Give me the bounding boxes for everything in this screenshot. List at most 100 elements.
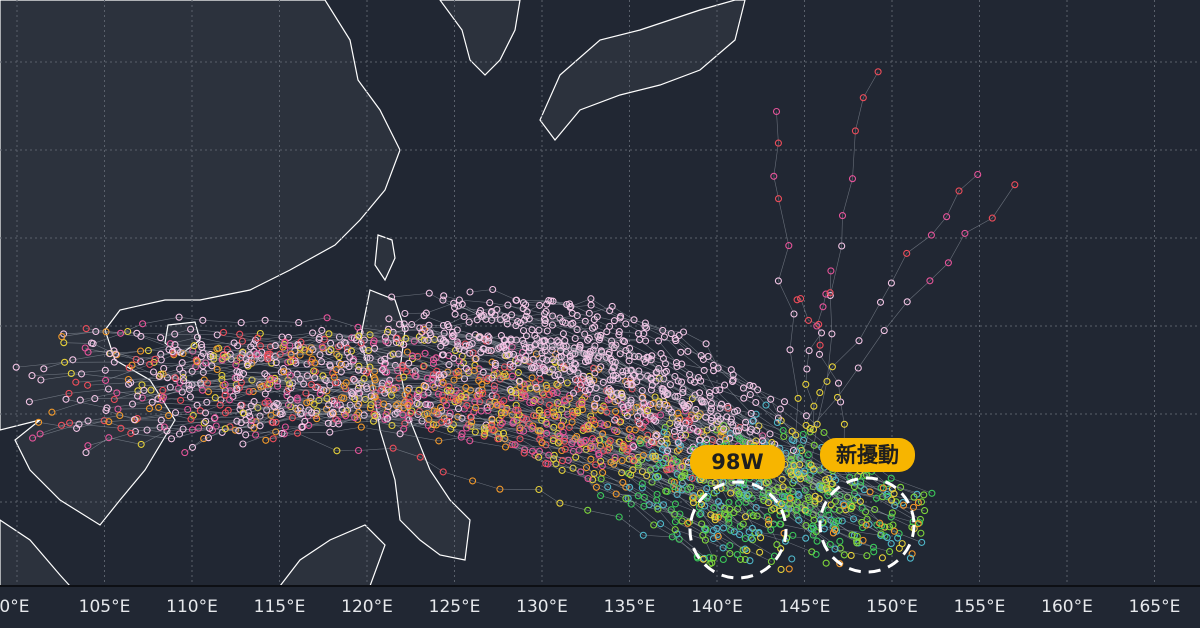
track-point xyxy=(337,360,346,368)
track-point xyxy=(646,466,655,474)
track-point xyxy=(264,355,272,363)
track-point xyxy=(725,498,733,506)
track-point xyxy=(354,323,362,331)
track-point xyxy=(213,365,221,374)
track-point xyxy=(535,485,543,494)
track-point xyxy=(767,395,775,403)
track-point xyxy=(254,334,262,342)
x-tick-label: 125°E xyxy=(429,597,481,617)
track-point xyxy=(105,434,113,442)
track-point xyxy=(599,469,607,477)
track-line xyxy=(160,345,775,557)
track-point xyxy=(528,424,536,432)
track-point xyxy=(149,368,158,376)
track-point xyxy=(829,517,837,526)
track-point xyxy=(381,389,389,397)
track-point xyxy=(648,478,656,486)
track-point xyxy=(827,267,835,275)
track-point xyxy=(679,389,687,397)
track-point xyxy=(618,390,626,398)
track-point xyxy=(584,506,592,514)
track-point xyxy=(819,482,827,490)
track-point xyxy=(813,420,821,428)
track-point xyxy=(466,437,474,445)
track-point xyxy=(327,346,335,354)
track-point xyxy=(165,346,173,354)
track-point xyxy=(612,490,620,498)
track-point xyxy=(463,424,471,432)
track-point xyxy=(66,419,74,427)
track-point xyxy=(762,401,770,409)
track-point xyxy=(788,555,796,563)
track-point xyxy=(906,554,914,562)
track-point xyxy=(248,416,256,425)
track-point xyxy=(100,417,108,425)
x-tick-label: 115°E xyxy=(254,597,306,617)
track-point xyxy=(578,406,587,414)
track-point xyxy=(381,333,389,341)
track-point xyxy=(37,376,45,384)
track-point xyxy=(804,508,812,516)
track-point xyxy=(364,346,373,355)
track-point xyxy=(493,401,501,409)
track-point xyxy=(349,390,357,398)
track-point xyxy=(216,401,224,409)
track-line xyxy=(480,300,833,471)
track-point xyxy=(702,340,710,348)
track-point xyxy=(295,319,303,327)
track-point xyxy=(723,413,731,421)
track-point xyxy=(622,494,630,503)
track-point xyxy=(606,322,614,330)
track-point xyxy=(848,175,857,183)
track-point xyxy=(720,425,728,433)
track-point xyxy=(333,447,341,455)
track-point xyxy=(854,364,862,372)
track-point xyxy=(714,532,722,541)
track-point xyxy=(137,332,145,340)
track-point xyxy=(516,382,524,391)
track-point xyxy=(881,523,889,531)
track-point xyxy=(233,417,241,425)
track-point xyxy=(448,328,457,336)
track-line xyxy=(38,420,705,559)
track-point xyxy=(102,376,110,384)
track-point xyxy=(226,396,234,404)
track-point xyxy=(726,550,734,558)
track-point xyxy=(625,357,633,365)
track-point xyxy=(619,478,627,486)
track-point xyxy=(380,400,388,408)
track-line xyxy=(385,312,701,480)
x-tick-label: 130°E xyxy=(516,597,568,617)
track-point xyxy=(671,518,679,526)
track-point xyxy=(466,288,474,296)
x-tick-label: 150°E xyxy=(866,597,918,617)
track-point xyxy=(780,398,789,406)
track-point xyxy=(67,369,75,378)
track-point xyxy=(650,521,658,529)
track-point xyxy=(473,316,481,324)
track-point xyxy=(198,386,207,394)
track-point xyxy=(423,409,431,418)
track-point xyxy=(484,332,492,340)
track-point xyxy=(288,414,296,422)
track-point xyxy=(847,551,855,560)
track-point xyxy=(486,299,494,307)
track-point xyxy=(308,355,316,363)
track-point xyxy=(515,377,523,385)
track-point xyxy=(840,420,848,428)
track-point xyxy=(407,409,415,417)
track-point xyxy=(168,348,177,356)
track-point xyxy=(528,374,536,382)
track-point xyxy=(548,365,557,373)
track-point xyxy=(498,419,506,427)
track-point xyxy=(450,376,458,384)
track-line xyxy=(87,426,870,525)
track-point xyxy=(499,429,508,437)
track-point xyxy=(716,386,724,394)
track-point xyxy=(188,367,196,375)
track-point xyxy=(773,541,781,549)
track-point xyxy=(528,364,536,372)
track-line xyxy=(197,337,741,527)
track-point xyxy=(584,474,592,483)
track-point xyxy=(594,332,602,340)
